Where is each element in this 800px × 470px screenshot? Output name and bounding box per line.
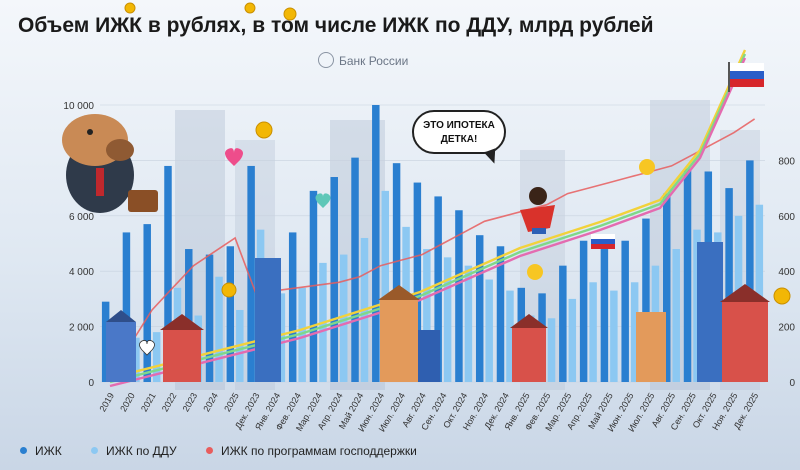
bar-izhk-ddu [485,279,493,382]
bar-izhk-ddu [547,318,556,382]
bar-izhk-ddu [381,190,390,382]
bar-izhk [392,163,401,382]
bar-izhk [579,240,588,382]
bar-izhk [101,301,110,382]
bar-izhk [226,246,235,382]
bar-izhk-ddu [568,298,577,382]
line-marks [109,49,756,388]
legend-dot-izhk-ddu [91,447,99,454]
bar-izhk [185,249,193,382]
right-tick-label: 0 [789,378,795,389]
bar-izhk [247,165,255,382]
legend: ИЖК ИЖК по ДДУ ИЖК по программам господд… [20,444,443,458]
right-tick-label: 800 [778,156,795,167]
right-tick-label: 200 [778,323,795,334]
bar-izhk-ddu [630,282,639,382]
heart-icon [139,148,331,356]
bar-izhk-ddu [610,290,618,382]
legend-item-gov-programs: ИЖК по программам господдержки [205,444,417,458]
bar-izhk-ddu [423,249,431,382]
legend-dot-gov-programs [205,447,213,454]
bar-izhk [372,105,380,382]
speech-bubble: ЭТО ИПОТЕКА ДЕТКА! [412,110,506,154]
left-tick-label: 2 000 [69,323,94,334]
x-tick-label: 2022 [160,391,179,413]
flag-russia-icon [728,62,764,92]
legend-label-izhk-ddu: ИЖК по ДДУ [106,444,177,458]
right-axis-ticks: 0 200 400 600 800 [778,156,795,389]
left-tick-label: 0 [88,378,94,389]
right-tick-label: 400 [778,267,795,278]
bank-emblem-icon [318,52,334,68]
left-tick-label: 4 000 [69,267,94,278]
bar-izhk [475,235,484,382]
capybara-mascot-icon [62,114,158,213]
bar-izhk-ddu [755,204,764,382]
bar-izhk [725,188,733,382]
trend-ribbon [109,49,747,380]
legend-item-izhk-ddu: ИЖК по ДДУ [91,444,177,458]
bar-izhk [600,249,609,382]
bar-izhk [288,232,297,382]
bar-izhk-ddu [298,287,306,382]
bar-izhk [330,177,338,382]
bar-izhk [559,265,567,382]
coin-icon [124,2,791,305]
bar-izhk-ddu [464,265,473,382]
bar-izhk [205,254,214,382]
bar-izhk [143,224,151,382]
speech-bubble-text: ЭТО ИПОТЕКА ДЕТКА! [423,120,495,145]
bar-izhk [746,160,754,382]
bar-izhk [496,246,505,382]
bar-izhk [621,240,629,382]
bar-izhk-ddu [339,254,348,382]
bar-izhk-ddu [152,332,161,382]
trend-ribbon [109,53,747,384]
bar-izhk-ddu [443,257,452,382]
bar-izhk [164,165,172,382]
legend-item-izhk: ИЖК [20,444,62,458]
bar-izhk-ddu [589,282,597,382]
trend-ribbon [109,57,747,388]
right-tick-label: 600 [778,212,795,223]
legend-dot-izhk [20,447,27,454]
smiley-icon [527,159,655,280]
bar-izhk-ddu [506,290,514,382]
bar-izhk-ddu [215,276,223,382]
left-tick-label: 10 000 [63,101,94,112]
superhero-character-icon [520,187,555,234]
decorations [62,2,791,382]
flag-russia-small-icon [591,234,615,249]
legend-label-izhk: ИЖК [35,444,62,458]
house-icon [106,242,770,382]
bar-izhk-ddu [672,249,680,382]
bar-izhk [663,193,671,382]
source-text: Банк России [339,54,409,68]
x-tick-label: 2021 [139,391,158,413]
x-tick-label: 2020 [118,391,137,413]
source-label: Банк России [318,52,408,68]
x-tick-label: 2025 [222,391,241,413]
x-tick-label: 2019 [97,391,116,413]
bar-izhk [642,218,650,382]
bar-izhk [683,168,692,382]
left-tick-label: 6 000 [69,212,94,223]
x-tick-label: 2023 [181,391,200,413]
chart-title: Объем ИЖК в рублях, в том числе ИЖК по Д… [18,14,654,37]
bar-izhk [351,157,359,382]
bar-izhk [122,232,131,382]
bar-izhk [413,182,422,382]
legend-label-gov-programs: ИЖК по программам господдержки [220,444,417,458]
x-tick-label: 2024 [201,391,220,413]
bar-izhk [455,210,463,382]
